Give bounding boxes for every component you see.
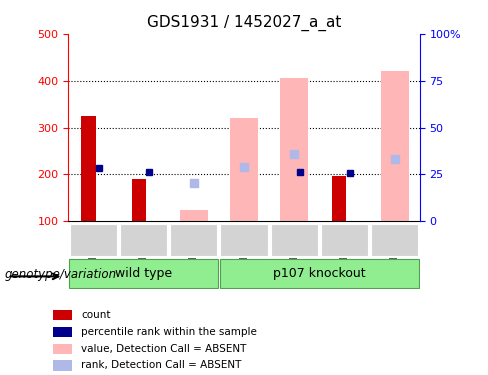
Bar <box>120 224 167 256</box>
Text: rank, Detection Call = ABSENT: rank, Detection Call = ABSENT <box>81 360 242 370</box>
Text: count: count <box>81 310 110 320</box>
Bar <box>180 210 208 221</box>
Bar <box>170 224 217 256</box>
Bar <box>81 116 96 221</box>
Bar <box>132 179 146 221</box>
Bar <box>53 310 72 320</box>
Text: wild type: wild type <box>115 267 172 280</box>
Bar <box>53 344 72 354</box>
Bar <box>332 176 346 221</box>
Bar <box>280 78 308 221</box>
Bar <box>381 71 408 221</box>
Bar <box>321 224 368 256</box>
Bar <box>220 259 419 288</box>
Bar <box>371 224 418 256</box>
Bar <box>69 259 218 288</box>
Text: p107 knockout: p107 knockout <box>273 267 366 280</box>
Bar <box>53 327 72 337</box>
Text: value, Detection Call = ABSENT: value, Detection Call = ABSENT <box>81 344 246 354</box>
Bar <box>221 224 267 256</box>
Text: percentile rank within the sample: percentile rank within the sample <box>81 327 257 337</box>
Text: genotype/variation: genotype/variation <box>5 268 117 281</box>
Bar <box>271 224 318 256</box>
Bar <box>53 360 72 370</box>
Bar <box>70 224 117 256</box>
Title: GDS1931 / 1452027_a_at: GDS1931 / 1452027_a_at <box>147 15 341 31</box>
Bar <box>230 118 258 221</box>
